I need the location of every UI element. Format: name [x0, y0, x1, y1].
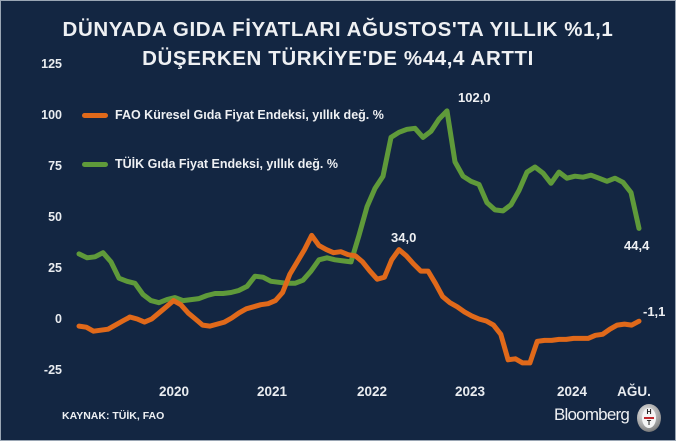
x-tick-2021: 2021: [256, 384, 288, 399]
y-tick-0: 0: [55, 312, 62, 326]
x-tick-2022: 2022: [356, 384, 388, 399]
fao-line: [76, 232, 642, 366]
y-tick-50: 50: [48, 210, 62, 224]
annotation-tuik-peak: 102,0: [458, 90, 491, 105]
source-note: KAYNAK: TÜİK, FAO: [62, 410, 165, 422]
legend-item-fao: FAO Küresel Gıda Fiyat Endeksi, yıllık d…: [82, 108, 384, 122]
chart-title: DÜNYADA GIDA FİYATLARI AĞUSTOS'TA YILLIK…: [1, 15, 675, 73]
y-tick-100: 100: [41, 108, 62, 122]
annotation-fao-peak: 34,0: [391, 230, 417, 245]
x-tick-2024: 2024: [556, 384, 588, 399]
y-tick-125: 125: [41, 57, 62, 71]
legend-item-tuik: TÜİK Gıda Fiyat Endeksi, yıllık değ. %: [82, 157, 338, 171]
legend-label-tuik: TÜİK Gıda Fiyat Endeksi, yıllık değ. %: [115, 157, 338, 171]
bloomberg-logo: Bloomberg: [554, 405, 630, 424]
tuik-line: [76, 108, 642, 306]
legend-swatch-fao: [82, 112, 108, 118]
y-tick-75: 75: [48, 159, 62, 173]
y-tick-25: 25: [48, 261, 62, 275]
legend-swatch-tuik: [82, 161, 108, 167]
chart-title-line2: DÜŞERKEN TÜRKİYE'DE %44,4 ARTTI: [142, 47, 534, 70]
legend-label-fao: FAO Küresel Gıda Fiyat Endeksi, yıllık d…: [115, 108, 384, 122]
x-tick-2020: 2020: [158, 384, 190, 399]
y-tick-neg25: -25: [43, 363, 62, 377]
chart-title-line1: DÜNYADA GIDA FİYATLARI AĞUSTOS'TA YILLIK…: [62, 18, 614, 41]
x-tick-aug: AĞU.: [617, 384, 651, 399]
x-tick-2023: 2023: [454, 384, 486, 399]
annotation-tuik-latest: 44,4: [624, 238, 650, 253]
annotation-fao-latest: -1,1: [643, 304, 666, 319]
